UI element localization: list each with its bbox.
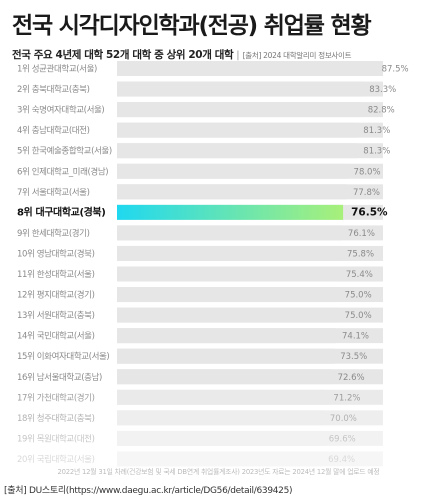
bar (117, 184, 347, 200)
value-label: 76.1% (348, 229, 375, 239)
value-label: 69.4% (328, 455, 355, 465)
bar-rows: 1위 성균관대학교(서울) 87.5% 2위 충북대학교(충북) 83.3% 3위 숙명… (17, 61, 409, 467)
value-label: 71.2% (333, 393, 360, 403)
bar-row: 3위 숙명여자대학교(서울) 82.8% (17, 102, 395, 118)
bar (117, 287, 339, 303)
bar-row: 2위 충북대학교(충북) 83.3% (17, 81, 396, 97)
bar-row: 10위 영남대학교(경북) 75.8% (17, 245, 383, 261)
subtitle-separator: | (236, 50, 240, 61)
bar (117, 122, 358, 138)
bar (117, 328, 337, 344)
bar (117, 225, 342, 241)
bar-row: 5위 한국예술종합학교(서울) 81.3% (17, 143, 390, 159)
bar-highlight (117, 204, 344, 220)
bar-row: 12위 평지대학교(경기) 75.0% (17, 287, 383, 303)
value-label: 77.8% (353, 188, 380, 198)
category-label: 20위 국립대학교(서울) (17, 454, 95, 465)
bar (117, 163, 348, 179)
value-label: 72.6% (338, 373, 365, 383)
bar-row: 11위 한성대학교(서울) 75.4% (17, 266, 383, 282)
bar-row: 1위 성균관대학교(서울) 87.5% (17, 61, 409, 76)
category-label: 14위 국민대학교(서울) (17, 331, 95, 342)
value-label: 70.0% (330, 414, 357, 424)
source-bottom: [출처] DU스토리(https://www.daegu.ac.kr/artic… (4, 486, 293, 496)
bar-row: 17위 가천대학교(경기) 71.2% (17, 389, 383, 405)
category-label: 4위 충남대학교(대전) (17, 125, 90, 136)
category-label: 12위 평지대학교(경기) (17, 290, 95, 301)
category-label: 7위 서울대학교(서울) (17, 187, 90, 198)
value-label: 75.0% (345, 311, 372, 321)
source-top: [출처] 2024 대학알리미 정보사이트 (242, 51, 352, 60)
category-label: 8위 대구대학교(경북) (17, 205, 105, 218)
category-label: 15위 이화여자대학교(서울) (17, 351, 109, 362)
bar (117, 102, 362, 118)
bar (117, 389, 328, 405)
value-label: 82.8% (368, 106, 395, 116)
value-label: 78.0% (354, 167, 381, 177)
category-label: 17위 가천대학교(경기) (17, 392, 95, 403)
subtitle: 전국 주요 4년제 대학 52개 대학 중 상위 20개 대학 (12, 49, 234, 61)
bar (117, 348, 335, 364)
bar-row: 15위 이화여자대학교(서울) 73.5% (17, 348, 383, 364)
bar-row: 9위 한세대학교(경기) 76.1% (17, 225, 383, 241)
value-label: 76.5% (351, 206, 388, 218)
value-label: 75.4% (346, 270, 373, 280)
value-label: 83.3% (369, 85, 396, 95)
bar-row: 6위 인제대학교_미래(경남) 78.0% (17, 163, 383, 179)
bar (117, 61, 376, 76)
category-label: 9위 한세대학교(경기) (17, 228, 90, 239)
value-label: 69.6% (329, 434, 356, 444)
category-label: 5위 한국예술종합학교(서울) (17, 146, 112, 157)
category-label: 18위 청주대학교(충북) (17, 413, 95, 424)
bar (117, 307, 339, 323)
bar (117, 266, 340, 282)
bar-row: 4위 충남대학교(대전) 81.3% (17, 122, 390, 138)
category-label: 19위 목원대학교(대전) (17, 433, 95, 444)
subtitle-row: 전국 주요 4년제 대학 52개 대학 중 상위 20개 대학 | [출처] 202… (12, 43, 432, 62)
bar-row: 8위 대구대학교(경북) 76.5% (17, 204, 388, 220)
category-label: 6위 인제대학교_미래(경남) (17, 166, 108, 177)
value-label: 73.5% (340, 352, 367, 362)
value-label: 87.5% (382, 65, 409, 75)
bar-track (117, 430, 383, 446)
bar (117, 410, 324, 426)
bar-row: 7위 서울대학교(서울) 77.8% (17, 184, 383, 200)
value-label: 75.8% (347, 249, 374, 259)
bar-row: 20위 국립대학교(서울) 69.4% (17, 451, 383, 467)
bar-row: 18위 청주대학교(충북) 70.0% (17, 410, 383, 426)
bar (117, 143, 358, 159)
bar-row: 13위 서원대학교(충북) 75.0% (17, 307, 383, 323)
value-label: 81.3% (363, 147, 390, 157)
category-label: 3위 숙명여자대학교(서울) (17, 105, 104, 116)
bar (117, 430, 323, 446)
category-label: 10위 영남대학교(경북) (17, 248, 95, 259)
bar-row: 19위 목원대학교(대전) 69.6% (17, 430, 383, 446)
category-label: 1위 성균관대학교(서울) (17, 64, 97, 75)
category-label: 11위 한성대학교(서울) (17, 269, 95, 280)
footnote: 2022년 12월 31일 차례(건강보험 및 국세 DB연계 취업률계조사) … (57, 468, 380, 476)
bar (117, 81, 364, 97)
bar (117, 451, 323, 467)
value-label: 74.1% (342, 332, 369, 342)
bar (117, 369, 332, 385)
category-label: 16위 남서울대학교(충남) (17, 372, 102, 383)
page-title: 전국 시각디자인학과(전공) 취업률 현황 (12, 13, 372, 39)
bar (117, 245, 342, 261)
category-label: 2위 충북대학교(충북) (17, 84, 90, 95)
value-label: 81.3% (363, 126, 390, 136)
category-label: 13위 서원대학교(충북) (17, 310, 95, 321)
bar-row: 16위 남서울대학교(충남) 72.6% (17, 369, 383, 385)
bar-track (117, 451, 383, 467)
value-label: 75.0% (345, 291, 372, 301)
bar-row: 14위 국민대학교(서울) 74.1% (17, 328, 383, 344)
